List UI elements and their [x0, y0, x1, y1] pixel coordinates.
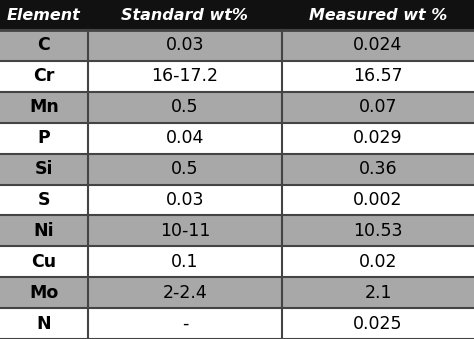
Text: Standard wt%: Standard wt% — [121, 7, 248, 22]
Bar — [88, 61, 282, 92]
Text: 0.024: 0.024 — [353, 37, 403, 55]
Bar — [88, 184, 282, 215]
Text: Cr: Cr — [33, 67, 55, 85]
Text: Measured wt %: Measured wt % — [309, 7, 447, 22]
Text: 16.57: 16.57 — [353, 67, 403, 85]
Bar — [282, 277, 474, 308]
Text: 0.5: 0.5 — [171, 98, 199, 116]
Text: S: S — [37, 191, 50, 209]
Bar — [0, 308, 88, 339]
Bar — [282, 308, 474, 339]
Text: 0.025: 0.025 — [353, 315, 403, 333]
Bar — [0, 61, 88, 92]
Text: N: N — [36, 315, 51, 333]
Bar — [282, 61, 474, 92]
Text: Mo: Mo — [29, 284, 58, 302]
Text: 0.002: 0.002 — [353, 191, 403, 209]
Text: 2-2.4: 2-2.4 — [163, 284, 207, 302]
Bar — [282, 0, 474, 30]
Text: 0.03: 0.03 — [165, 37, 204, 55]
Bar — [0, 154, 88, 184]
Text: 0.02: 0.02 — [359, 253, 397, 271]
Text: Element: Element — [7, 7, 81, 22]
Bar — [282, 215, 474, 246]
Bar — [0, 92, 88, 123]
Text: 0.04: 0.04 — [166, 129, 204, 147]
Text: 10.53: 10.53 — [353, 222, 403, 240]
Text: -: - — [182, 315, 188, 333]
Bar — [0, 184, 88, 215]
Text: 0.1: 0.1 — [171, 253, 199, 271]
Bar — [0, 215, 88, 246]
Bar — [0, 246, 88, 277]
Bar — [88, 123, 282, 154]
Bar — [282, 92, 474, 123]
Bar — [0, 277, 88, 308]
Bar — [282, 154, 474, 184]
Text: 0.36: 0.36 — [359, 160, 397, 178]
Text: 0.03: 0.03 — [165, 191, 204, 209]
Bar — [0, 30, 88, 61]
Bar — [88, 246, 282, 277]
Bar — [88, 30, 282, 61]
Bar — [0, 0, 88, 30]
Bar — [282, 123, 474, 154]
Bar — [88, 215, 282, 246]
Text: 0.029: 0.029 — [353, 129, 403, 147]
Bar — [282, 246, 474, 277]
Text: Mn: Mn — [29, 98, 59, 116]
Text: Cu: Cu — [31, 253, 56, 271]
Bar — [0, 123, 88, 154]
Text: P: P — [37, 129, 50, 147]
Text: Ni: Ni — [34, 222, 54, 240]
Bar — [88, 154, 282, 184]
Text: 0.07: 0.07 — [359, 98, 397, 116]
Text: 0.5: 0.5 — [171, 160, 199, 178]
Bar — [282, 30, 474, 61]
Text: 10-11: 10-11 — [160, 222, 210, 240]
Text: 2.1: 2.1 — [364, 284, 392, 302]
Bar — [88, 277, 282, 308]
Bar — [88, 308, 282, 339]
Text: C: C — [37, 37, 50, 55]
Bar — [282, 184, 474, 215]
Bar — [88, 92, 282, 123]
Text: 16-17.2: 16-17.2 — [151, 67, 219, 85]
Bar — [88, 0, 282, 30]
Text: Si: Si — [35, 160, 53, 178]
